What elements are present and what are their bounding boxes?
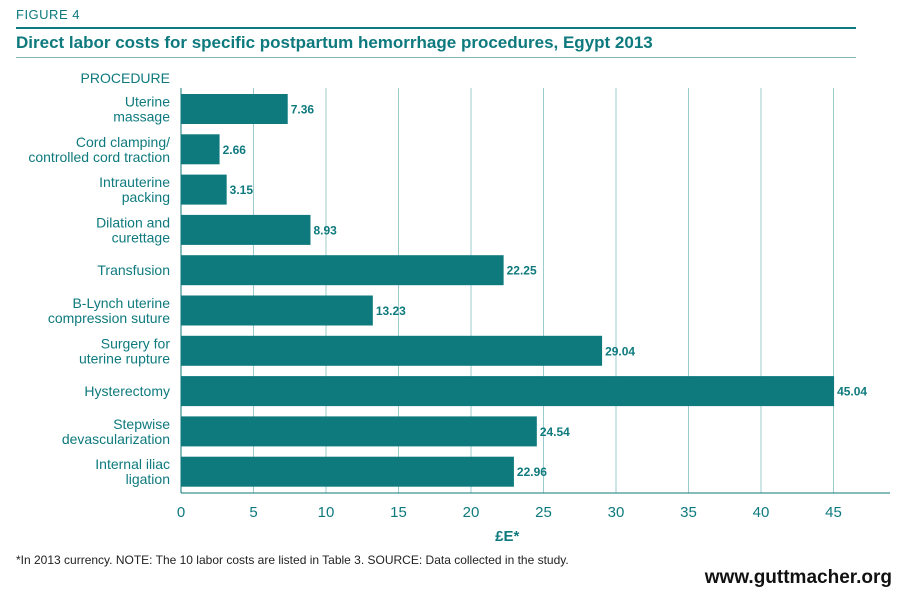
- data-label: 45.04: [837, 385, 867, 399]
- bar: [181, 134, 220, 165]
- category-label: Dilation and: [96, 214, 170, 230]
- bar: [181, 214, 311, 245]
- category-label: Cord clamping/: [76, 134, 170, 150]
- figure-label: FIGURE 4: [16, 7, 80, 22]
- x-tick-label: 45: [825, 504, 842, 521]
- x-tick-label: 35: [680, 504, 697, 521]
- category-label: compression suture: [48, 310, 170, 326]
- x-tick-label: 25: [535, 504, 552, 521]
- data-label: 22.25: [507, 264, 537, 278]
- bar: [181, 416, 537, 447]
- category-label: massage: [113, 109, 170, 125]
- data-label: 29.04: [605, 344, 635, 358]
- data-label: 13.23: [376, 304, 406, 318]
- bar: [181, 456, 514, 487]
- category-label: devascularization: [62, 431, 170, 447]
- x-tick-label: 5: [249, 504, 257, 521]
- x-tick-label: 30: [608, 504, 625, 521]
- bar: [181, 255, 504, 286]
- x-tick-label: 15: [390, 504, 407, 521]
- bar: [181, 94, 288, 124]
- x-tick-label: 40: [753, 504, 770, 521]
- bar: [181, 376, 835, 407]
- category-label: Surgery for: [101, 335, 171, 351]
- bar: [181, 295, 373, 326]
- bar: [181, 174, 227, 205]
- x-tick-label: 0: [177, 504, 185, 521]
- category-label: Internal iliac: [95, 456, 170, 472]
- bar: [181, 335, 603, 366]
- data-label: 8.93: [313, 223, 337, 237]
- data-label: 3.15: [230, 183, 254, 197]
- category-label: Hysterectomy: [84, 383, 170, 399]
- data-label: 2.66: [223, 143, 247, 157]
- category-label: B-Lynch uterine: [72, 295, 170, 311]
- category-label: Transfusion: [97, 262, 170, 278]
- data-label: 7.36: [291, 103, 315, 117]
- x-axis-title: £E*: [495, 528, 519, 545]
- title-rule: [16, 27, 856, 29]
- x-tick-label: 20: [463, 504, 480, 521]
- chart-title: Direct labor costs for specific postpart…: [16, 33, 653, 52]
- category-label: ligation: [126, 471, 170, 487]
- data-label: 24.54: [540, 425, 570, 439]
- category-axis-title: PROCEDURE: [81, 70, 170, 86]
- category-label: Intrauterine: [99, 174, 170, 190]
- footnote: *In 2013 currency. NOTE: The 10 labor co…: [16, 553, 569, 567]
- category-label: packing: [122, 189, 170, 205]
- category-label: curettage: [112, 229, 171, 245]
- title-underline: [16, 57, 856, 58]
- category-label: Uterine: [125, 94, 170, 110]
- category-label: controlled cord traction: [28, 149, 170, 165]
- data-label: 22.96: [517, 465, 547, 479]
- x-tick-label: 10: [318, 504, 335, 521]
- category-label: uterine rupture: [79, 350, 170, 366]
- category-label: Stepwise: [113, 416, 170, 432]
- website-link[interactable]: www.guttmacher.org: [704, 567, 892, 588]
